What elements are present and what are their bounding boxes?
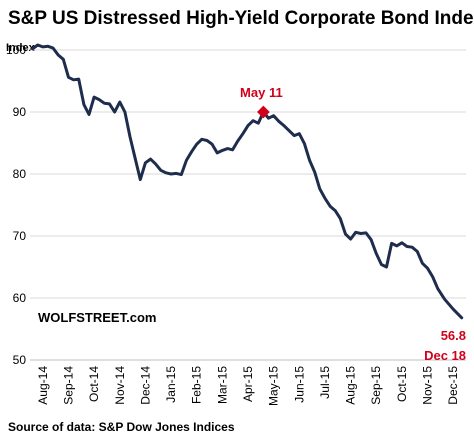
- x-tick-label: Dec-14: [138, 366, 152, 405]
- y-tick-label: 90: [13, 105, 27, 119]
- y-tick-label: 100: [6, 43, 26, 57]
- peak-annotation: May 11: [240, 85, 283, 100]
- x-tick-label: Sep-15: [369, 366, 383, 405]
- x-tick-label: Apr-15: [241, 366, 255, 402]
- x-tick-label: Nov-14: [113, 366, 127, 405]
- x-tick-label: Feb-15: [190, 366, 204, 404]
- y-tick-labels: 50 60 70 80 90 100: [6, 43, 26, 367]
- watermark: WOLFSTREET.com: [38, 310, 156, 325]
- x-tick-label: Aug-14: [36, 366, 50, 405]
- x-tick-label: Dec-15: [446, 366, 460, 405]
- x-tick-label: Mar-15: [215, 366, 229, 404]
- chart-title: S&P US Distressed High-Yield Corporate B…: [8, 8, 474, 29]
- y-tick-label: 60: [13, 291, 27, 305]
- x-tick-label: Sep-14: [61, 366, 75, 405]
- x-tick-label: Jun-15: [292, 366, 306, 403]
- y-tick-label: 50: [13, 353, 27, 367]
- x-tick-label: Jan-15: [164, 366, 178, 403]
- x-tick-label: Oct-14: [87, 366, 101, 402]
- end-date-annotation: Dec 18: [424, 348, 466, 363]
- x-tick-label: Oct-15: [395, 366, 409, 402]
- x-tick-labels: Aug-14 Sep-14 Oct-14 Nov-14 Dec-14 Jan-15 Feb-…: [36, 366, 460, 406]
- peak-marker: [257, 105, 270, 119]
- gridlines: [30, 49, 466, 361]
- y-tick-label: 70: [13, 229, 27, 243]
- x-tick-label: Nov-15: [421, 366, 435, 405]
- series-line: [31, 43, 464, 320]
- source-note: Source of data: S&P Dow Jones Indices: [8, 420, 235, 434]
- y-tick-label: 80: [13, 167, 27, 181]
- x-tick-label: Jul-15: [318, 366, 332, 399]
- x-tick-label: May-15: [267, 366, 281, 406]
- x-tick-label: Aug-15: [344, 366, 358, 405]
- end-value-annotation: 56.8: [441, 328, 466, 343]
- y-axis-label: Index: [6, 42, 36, 54]
